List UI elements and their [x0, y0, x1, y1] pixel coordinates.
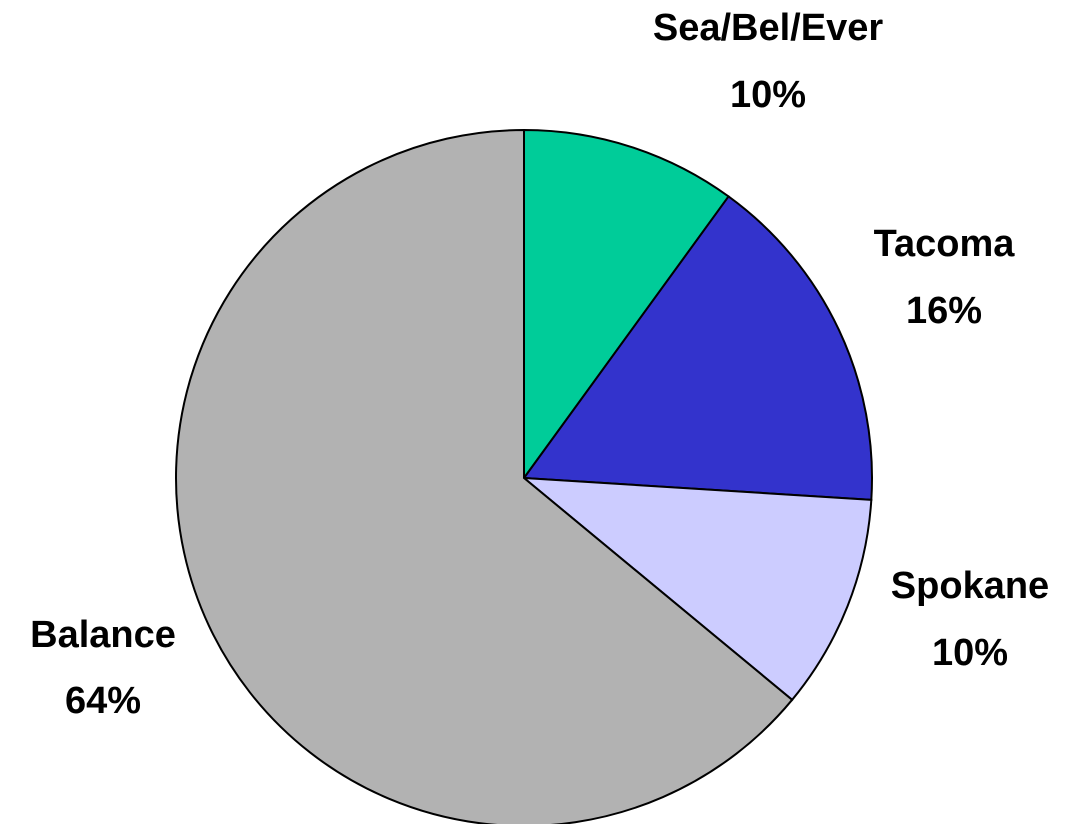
pie-slice — [520, 476, 873, 702]
slice-label: Tacoma — [874, 223, 1016, 265]
pie-slice — [522, 195, 873, 501]
slice-value-label: 10% — [730, 74, 806, 116]
pie-slice — [523, 128, 730, 482]
slice-label: Balance — [30, 614, 176, 656]
slice-value-label: 10% — [932, 632, 1008, 674]
slice-label: Spokane — [891, 565, 1049, 607]
slice-label: Sea/Bel/Ever — [653, 7, 883, 49]
slice-value-label: 64% — [65, 680, 141, 722]
slice-value-label: 16% — [906, 290, 982, 332]
pie-slice — [175, 128, 794, 824]
